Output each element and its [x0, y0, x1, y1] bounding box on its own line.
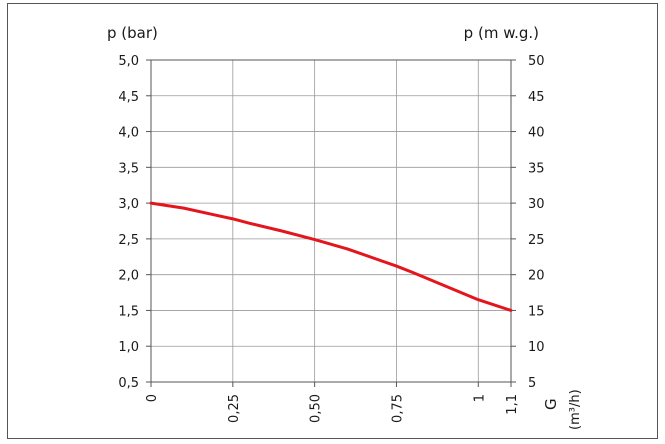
- x-tick-label: 1,1: [505, 394, 520, 415]
- y-right-tick-label: 30: [528, 197, 545, 212]
- x-tick-label: 0,75: [390, 394, 405, 423]
- y-left-tick-label: 0,5: [118, 376, 139, 391]
- y-right-tick-label: 25: [528, 233, 545, 248]
- y-right-tick-label: 50: [528, 54, 545, 69]
- y-right-tick-label: 15: [528, 304, 545, 319]
- y-left-tick-label: 1,5: [118, 304, 139, 319]
- x-tick-label: 1: [472, 394, 487, 402]
- x-tick-label: 0,25: [227, 394, 242, 423]
- grid: [146, 59, 516, 387]
- y-left-tick-label: 2,0: [118, 269, 139, 284]
- y-right-tick-label: 45: [528, 90, 545, 105]
- pressure-curve: [149, 201, 513, 312]
- y-left-tick-label: 2,5: [118, 233, 139, 248]
- y-right-tick-label: 5: [528, 376, 536, 391]
- chart-frame: [7, 3, 658, 439]
- y-left-tick-label: 3,5: [118, 161, 139, 176]
- right-axis-title: p (m w.g.): [464, 24, 539, 42]
- y-left-tick-label: 4,0: [118, 126, 139, 141]
- x-tick-label: 0,50: [309, 394, 324, 423]
- x-axis-unit: (m³/h): [568, 389, 583, 430]
- tick-labels: 0,5 51,0 101,5 152,0 202,5 253,0 303,5 354,0 404…: [118, 54, 544, 423]
- y-right-tick-label: 10: [528, 340, 545, 355]
- y-left-tick-label: 3,0: [118, 197, 139, 212]
- plot-border: [150, 59, 512, 383]
- series: [149, 201, 513, 312]
- y-right-tick-label: 35: [528, 161, 545, 176]
- left-axis-title: p (bar): [107, 24, 158, 42]
- x-axis-title: G: [542, 398, 560, 410]
- x-tick-label: 0: [145, 394, 160, 402]
- y-left-tick-label: 1,0: [118, 340, 139, 355]
- y-left-tick-label: 4,5: [118, 90, 139, 105]
- y-right-tick-label: 40: [528, 126, 545, 141]
- y-left-tick-label: 5,0: [118, 54, 139, 69]
- y-right-tick-label: 20: [528, 269, 545, 284]
